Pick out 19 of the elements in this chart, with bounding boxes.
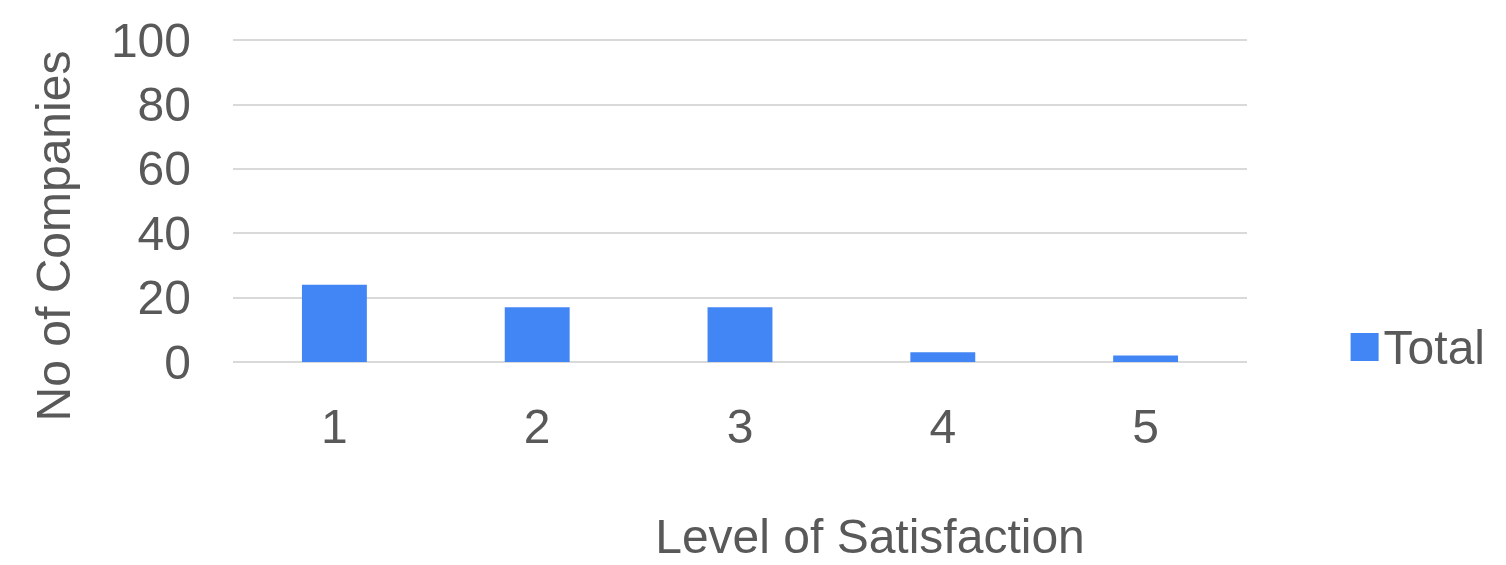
y-tick-label: 60 bbox=[137, 142, 191, 196]
y-axis-title: No of Companies bbox=[26, 50, 80, 422]
y-tick-label: 20 bbox=[137, 271, 191, 325]
y-tick-label: 100 bbox=[110, 13, 191, 67]
x-tick-label: 5 bbox=[1132, 399, 1159, 453]
bar bbox=[707, 307, 773, 362]
y-tick-label: 80 bbox=[137, 77, 191, 131]
x-tick-label: 1 bbox=[321, 399, 348, 453]
bar bbox=[301, 284, 367, 362]
bar bbox=[910, 352, 976, 362]
x-tick-label: 3 bbox=[726, 399, 754, 453]
y-tick-label: 0 bbox=[164, 335, 191, 389]
bar bbox=[1113, 355, 1179, 362]
x-tick-label: 4 bbox=[929, 399, 957, 453]
x-tick-label: 2 bbox=[523, 399, 551, 453]
bar bbox=[504, 307, 570, 362]
y-tick-label: 40 bbox=[137, 206, 191, 260]
x-axis-title: Level of Satisfaction bbox=[655, 509, 1085, 563]
legend-label: Total bbox=[1383, 320, 1485, 374]
